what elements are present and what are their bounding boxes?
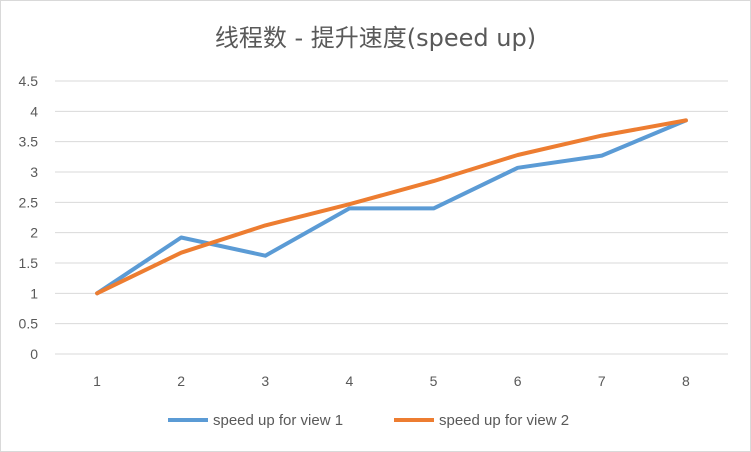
x-tick-label: 8 [682, 373, 690, 389]
legend-label-2: speed up for view 2 [439, 412, 569, 429]
x-tick-label: 2 [177, 373, 185, 389]
x-tick-label: 6 [514, 373, 522, 389]
chart-title: 线程数 - 提升速度(speed up) [214, 24, 537, 52]
y-tick-label: 2 [30, 225, 38, 241]
y-tick-label: 3.5 [19, 134, 39, 150]
series-line-1 [95, 118, 688, 296]
y-tick-label: 0.5 [19, 316, 39, 332]
x-axis-ticks: 1 2 3 4 5 6 7 8 [93, 373, 690, 389]
x-tick-label: 4 [346, 373, 354, 389]
y-tick-label: 1.5 [19, 255, 39, 271]
legend: speed up for view 1 speed up for view 2 [168, 412, 569, 429]
x-tick-label: 1 [93, 373, 101, 389]
y-axis-ticks: 0 0.5 1 1.5 2 2.5 3 3.5 4 4.5 [19, 73, 39, 362]
gridlines [55, 80, 728, 355]
y-tick-label: 2.5 [19, 194, 39, 210]
y-tick-label: 4.5 [19, 73, 39, 89]
x-tick-label: 5 [430, 373, 438, 389]
y-tick-label: 4 [30, 103, 38, 119]
series-line-2 [95, 118, 688, 296]
x-tick-label: 3 [261, 373, 269, 389]
series-lines [95, 118, 688, 296]
x-tick-label: 7 [598, 373, 606, 389]
y-tick-label: 3 [30, 164, 38, 180]
y-tick-label: 0 [30, 346, 38, 362]
y-tick-label: 1 [30, 285, 38, 301]
legend-label-1: speed up for view 1 [213, 412, 343, 429]
